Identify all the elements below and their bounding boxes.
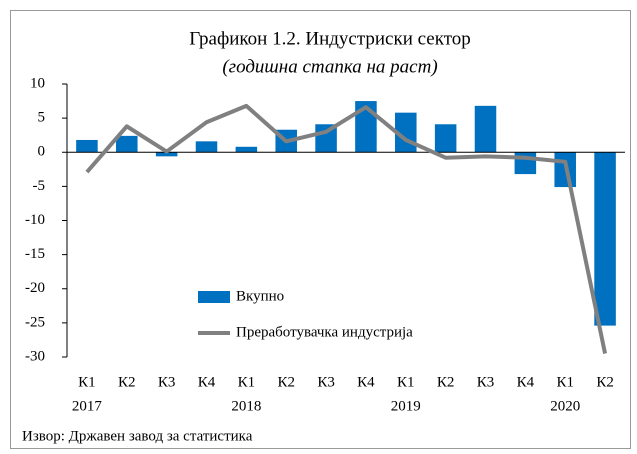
x-tick-label: К1 — [238, 374, 256, 390]
bar — [116, 135, 138, 153]
x-tick-label: К2 — [596, 374, 614, 390]
bar — [594, 152, 616, 326]
year-label: 2017 — [72, 398, 103, 414]
bar — [76, 139, 98, 153]
y-tick-label: -5 — [33, 178, 46, 194]
x-tick-label: К4 — [517, 374, 535, 390]
year-label: 2018 — [231, 398, 261, 414]
bar — [235, 146, 258, 153]
x-tick-label: К2 — [118, 374, 136, 390]
x-tick-label: К1 — [78, 374, 96, 390]
bar — [474, 105, 497, 153]
x-tick-label: К4 — [357, 374, 375, 390]
bar — [155, 152, 178, 157]
bar — [195, 141, 218, 153]
legend-label: Преработувачка индустрија — [236, 324, 413, 340]
y-tick-label: -15 — [25, 246, 45, 262]
x-tick-label: К2 — [437, 374, 455, 390]
y-tick-label: -10 — [25, 212, 45, 228]
y-tick-label: -20 — [25, 280, 45, 296]
chart-title: Графикон 1.2. Индустриски сектор — [189, 28, 471, 49]
y-tick-label: 0 — [38, 144, 46, 160]
y-tick-label: 10 — [30, 75, 45, 91]
x-tick-label: К3 — [158, 374, 176, 390]
year-label: 2020 — [550, 398, 580, 414]
x-tick-label: К4 — [198, 374, 216, 390]
y-tick-label: 5 — [38, 110, 46, 126]
line — [85, 103, 608, 354]
x-tick-label: К3 — [317, 374, 335, 390]
legend-swatch — [198, 291, 230, 303]
source: Извор: Државен завод за статистика — [22, 428, 253, 444]
x-tick-label: К3 — [477, 374, 495, 390]
chart-subtitle: (годишна стапка на раст) — [222, 56, 437, 77]
year-label: 2019 — [391, 398, 421, 414]
x-tick-label: К1 — [397, 374, 415, 390]
legend-label: Вкупно — [236, 288, 284, 304]
x-tick-label: К2 — [277, 374, 295, 390]
chart-border — [10, 10, 631, 449]
y-tick-label: -25 — [25, 314, 45, 330]
y-tick-label: -30 — [25, 348, 45, 364]
bar — [434, 124, 457, 153]
x-tick-label: К1 — [556, 374, 574, 390]
